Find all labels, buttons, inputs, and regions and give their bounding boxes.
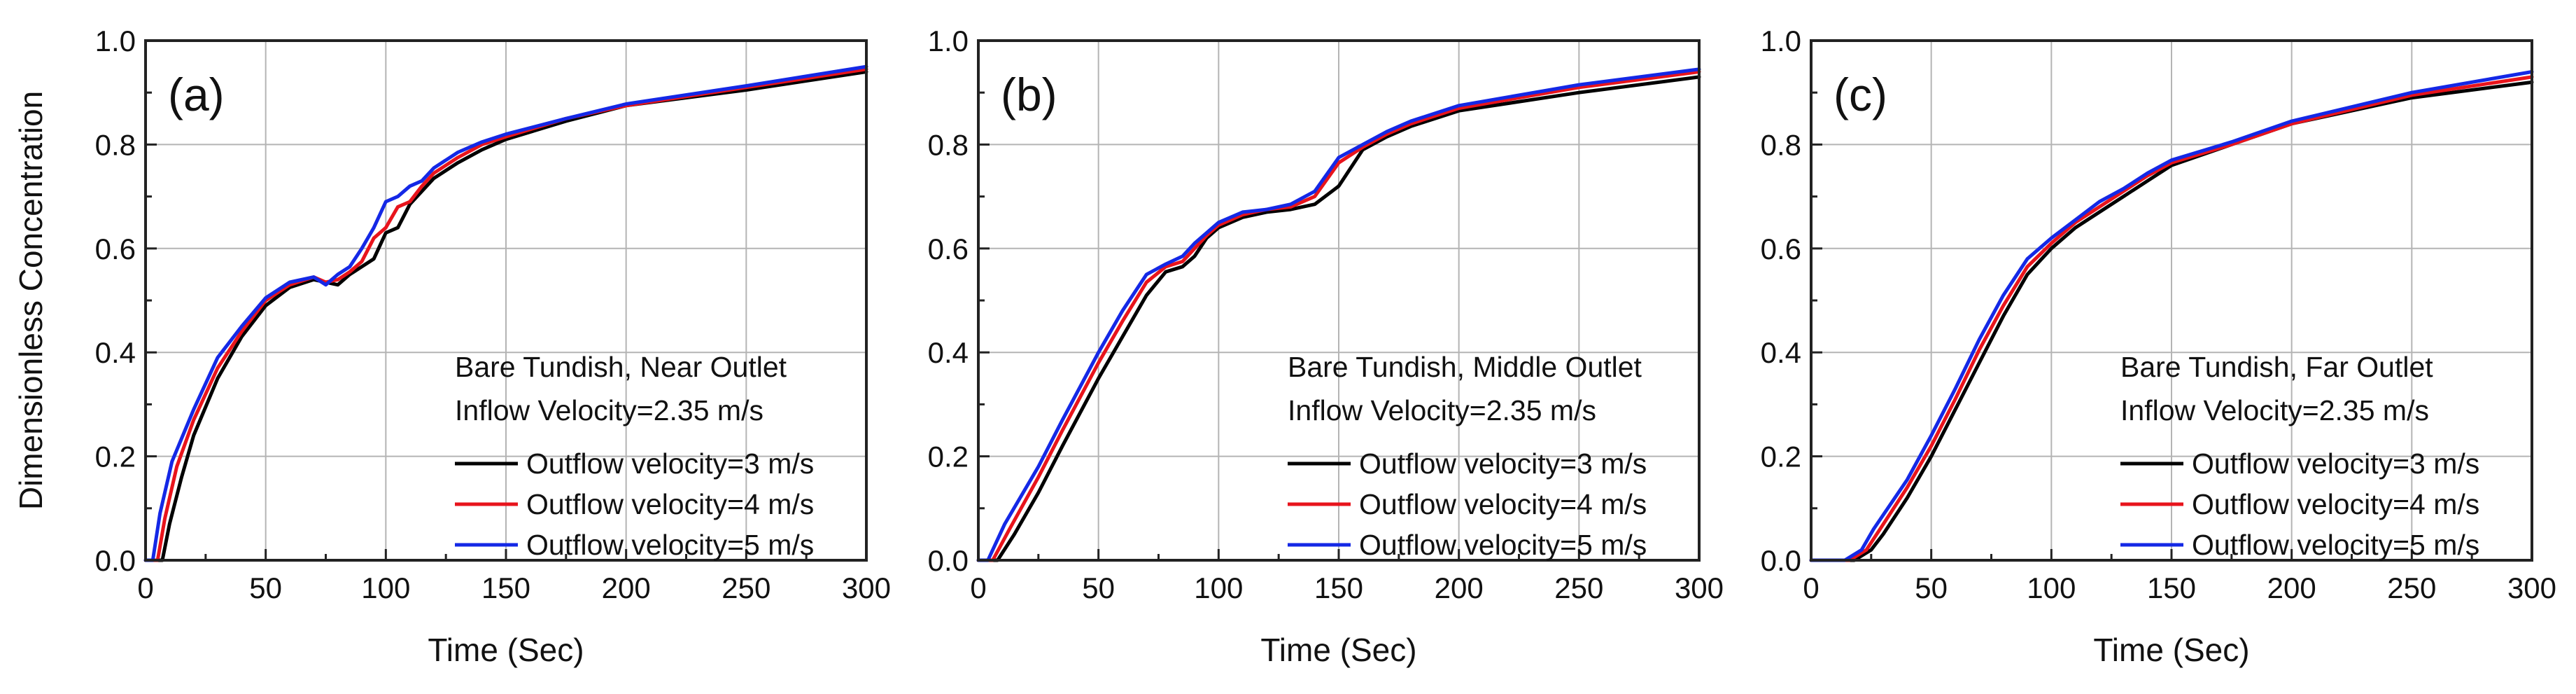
legend-label-1: Outflow velocity=3 m/s <box>526 447 814 480</box>
x-tick-label: 0 <box>970 571 986 604</box>
y-tick-label: 1.0 <box>95 25 136 57</box>
y-tick-label: 0.2 <box>95 440 136 473</box>
x-tick-label: 250 <box>1554 571 1603 604</box>
y-tick-label: 0.4 <box>1761 336 1801 369</box>
legend-label-3: Outflow velocity=5 m/s <box>526 529 814 561</box>
legend-label-2: Outflow velocity=4 m/s <box>526 488 814 520</box>
panel-label: (b) <box>1001 69 1057 120</box>
plot-frame <box>1810 39 2533 562</box>
annotation-line: Inflow Velocity=2.35 m/s <box>1288 394 1596 426</box>
y-tick-label: 0.4 <box>95 336 136 369</box>
y-tick-label: 0.6 <box>95 233 136 265</box>
series-line-1 <box>976 75 1701 562</box>
legend-label-3: Outflow velocity=5 m/s <box>1359 529 1647 561</box>
x-tick-label: 250 <box>2387 571 2436 604</box>
panel-label: (c) <box>1834 69 1887 120</box>
series-line-3 <box>1809 70 2534 562</box>
panel-label: (a) <box>168 69 225 120</box>
chart-panel-2: 0 50 100 150 200 250 300 0.0 0.2 0.4 0.6 0.8 1.0 Time… <box>928 25 1724 668</box>
plot-frame <box>144 39 868 562</box>
y-tick-label: 0.6 <box>928 233 969 265</box>
x-axis-title: Time (Sec) <box>1260 632 1416 668</box>
legend-label-1: Outflow velocity=3 m/s <box>1359 447 1647 480</box>
x-tick-label: 100 <box>361 571 410 604</box>
x-tick-label: 50 <box>1082 571 1115 604</box>
x-axis-title: Time (Sec) <box>428 632 584 668</box>
series-line-2 <box>1809 75 2534 562</box>
x-tick-label: 250 <box>722 571 770 604</box>
x-tick-label: 300 <box>1675 571 1724 604</box>
y-tick-label: 0.8 <box>1761 128 1801 161</box>
y-tick-label: 0.0 <box>1761 544 1801 577</box>
series-line-2 <box>143 67 868 562</box>
x-tick-label: 300 <box>2507 571 2556 604</box>
x-tick-label: 150 <box>2147 571 2196 604</box>
y-axis-title: Dimensionless Concentration <box>13 91 49 510</box>
x-tick-label: 150 <box>481 571 530 604</box>
x-tick-label: 0 <box>137 571 153 604</box>
annotation-line: Bare Tundish, Middle Outlet <box>1288 351 1642 383</box>
x-tick-label: 50 <box>1915 571 1948 604</box>
legend-label-2: Outflow velocity=4 m/s <box>1359 488 1647 520</box>
y-tick-label: 0.2 <box>1761 440 1801 473</box>
x-tick-label: 200 <box>1435 571 1484 604</box>
y-tick-label: 0.0 <box>928 544 969 577</box>
chart-panel-1: 0 50 100 150 200 250 300 0.0 0.2 0.4 0.6 0.8 1.0 Time… <box>13 25 891 668</box>
y-tick-label: 0.0 <box>95 544 136 577</box>
x-tick-label: 300 <box>842 571 891 604</box>
series-line-2 <box>976 70 1701 562</box>
x-tick-label: 100 <box>1194 571 1243 604</box>
annotation-line: Bare Tundish, Near Outlet <box>455 351 787 383</box>
legend-label-3: Outflow velocity=5 m/s <box>2192 529 2479 561</box>
series-line-3 <box>976 67 1701 562</box>
x-tick-label: 200 <box>2267 571 2316 604</box>
y-tick-label: 0.8 <box>928 128 969 161</box>
y-tick-label: 1.0 <box>1761 25 1801 57</box>
annotation-line: Inflow Velocity=2.35 m/s <box>2120 394 2429 426</box>
x-tick-label: 0 <box>1803 571 1819 604</box>
plot-frame <box>977 39 1701 562</box>
y-tick-label: 1.0 <box>928 25 969 57</box>
legend-label-2: Outflow velocity=4 m/s <box>2192 488 2479 520</box>
x-tick-label: 100 <box>2027 571 2076 604</box>
x-axis-title: Time (Sec) <box>2093 632 2249 668</box>
legend-label-1: Outflow velocity=3 m/s <box>2192 447 2479 480</box>
y-tick-label: 0.4 <box>928 336 969 369</box>
chart-panel-3: 0 50 100 150 200 250 300 0.0 0.2 0.4 0.6 0.8 1.0 Time… <box>1761 25 2556 668</box>
y-tick-label: 0.6 <box>1761 233 1801 265</box>
annotation-line: Bare Tundish, Far Outlet <box>2120 351 2433 383</box>
series-line-1 <box>143 70 868 562</box>
x-tick-label: 50 <box>249 571 282 604</box>
y-tick-label: 0.2 <box>928 440 969 473</box>
x-tick-label: 150 <box>1314 571 1363 604</box>
annotation-line: Inflow Velocity=2.35 m/s <box>455 394 763 426</box>
x-tick-label: 200 <box>602 571 651 604</box>
y-tick-label: 0.8 <box>95 128 136 161</box>
series-line-3 <box>143 64 868 562</box>
